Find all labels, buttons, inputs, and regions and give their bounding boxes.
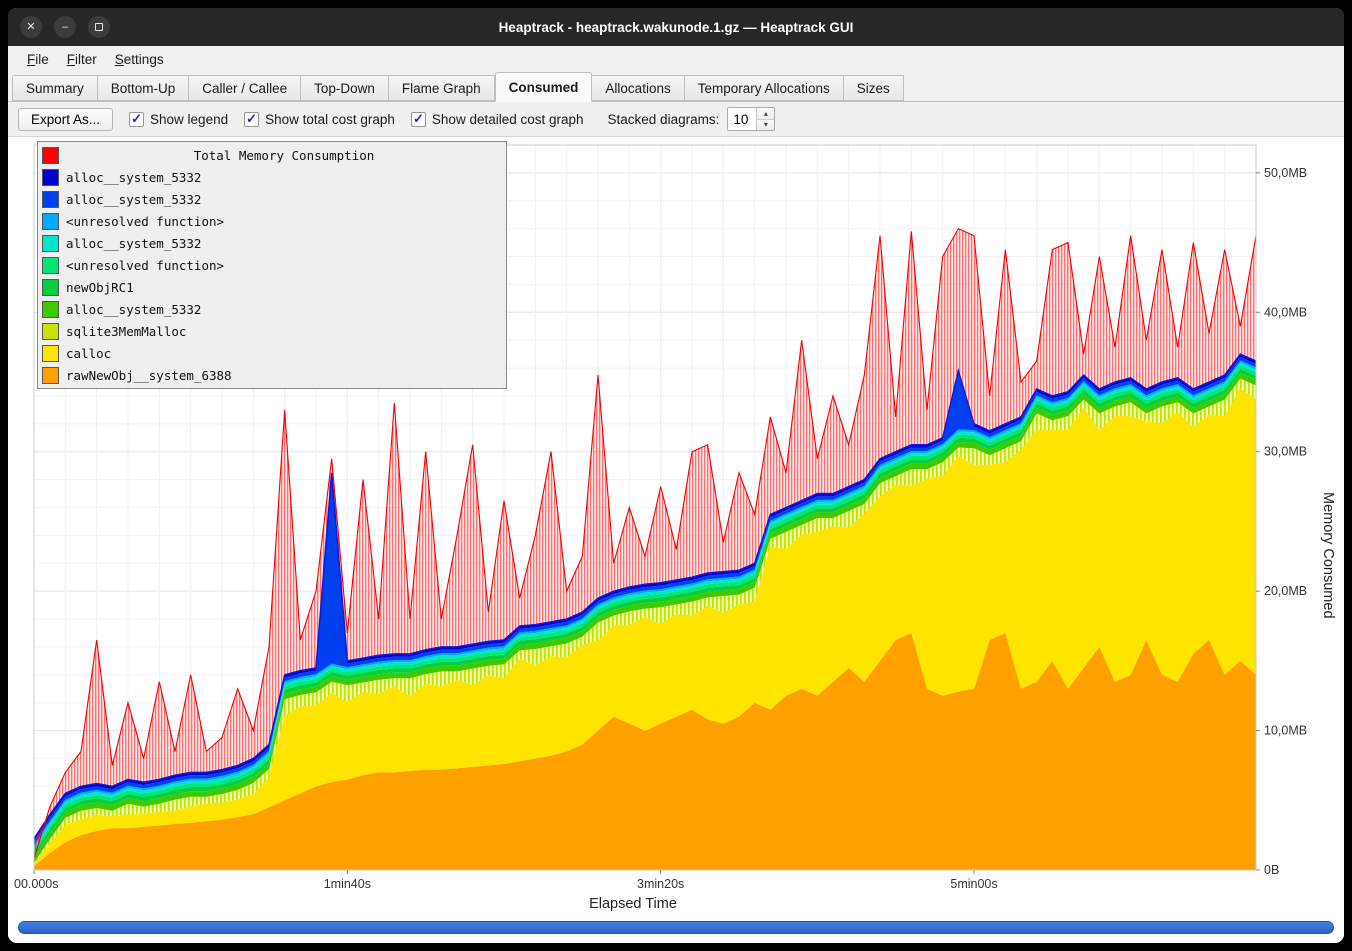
legend-swatch [42,278,59,296]
window-title: Heaptrack - heaptrack.wakunode.1.gz — He… [498,19,854,35]
tab-top-down[interactable]: Top-Down [301,75,389,101]
legend-item: rawNewObj__system_6388 [42,364,502,386]
spinner-buttons: ▴ ▾ [756,108,775,130]
close-button[interactable]: ✕ [20,16,42,38]
svg-text:40,0MB: 40,0MB [1264,305,1307,319]
window-controls: ✕ – [20,16,110,38]
svg-text:50,0MB: 50,0MB [1264,166,1307,180]
legend-label: <unresolved function> [66,257,225,273]
legend-label: alloc__system_5332 [66,235,202,251]
legend-label: alloc__system_5332 [66,301,202,317]
chart-range-scrollbar[interactable] [18,921,1334,934]
maximize-icon [95,23,103,31]
legend-label: newObjRC1 [66,279,134,295]
menu-file-mnemonic: F [27,51,36,67]
legend-item: alloc__system_5332 [42,166,502,188]
legend-swatch [42,234,59,252]
tab-flame-graph[interactable]: Flame Graph [388,75,495,101]
svg-text:00.000s: 00.000s [14,877,58,891]
legend-label: alloc__system_5332 [66,169,202,185]
menu-item-filter[interactable]: Filter [58,49,106,70]
export-as-button[interactable]: Export As... [18,107,114,131]
minimize-icon: – [61,20,69,33]
show-total-cost-checkbox[interactable]: ✓ Show total cost graph [244,111,395,127]
checkbox-icon: ✓ [129,111,145,127]
show-legend-checkbox[interactable]: ✓ Show legend [129,111,229,127]
legend-swatch [42,190,59,208]
legend-label: alloc__system_5332 [66,191,202,207]
svg-text:5min00s: 5min00s [950,877,997,891]
legend-item: Total Memory Consumption [42,144,502,166]
maximize-button[interactable] [88,16,110,38]
toolbar: Export As... ✓ Show legend ✓ Show total … [8,102,1344,137]
tab-summary[interactable]: Summary [12,75,98,101]
svg-text:0B: 0B [1264,863,1279,877]
minimize-button[interactable]: – [54,16,76,38]
memory-consumption-chart[interactable]: 00.000s 1min40s 3min20s 5min00s 0B 10,0MB 20,0… [8,137,1344,896]
legend-swatch [42,212,59,230]
legend-swatch [42,344,59,362]
tab-bottom-up[interactable]: Bottom-Up [97,75,190,101]
menu-file-rest: ile [35,51,49,67]
legend-label: sqlite3MemMalloc [66,323,187,339]
svg-text:1min40s: 1min40s [324,877,371,891]
show-legend-label: Show legend [150,111,229,127]
y-axis-title: Memory Consumed [1320,491,1336,619]
legend-label: <unresolved function> [66,213,225,229]
tab-consumed[interactable]: Consumed [494,72,593,102]
legend-swatch [42,322,59,340]
svg-text:10,0MB: 10,0MB [1264,724,1307,738]
tab-temporary-allocations[interactable]: Temporary Allocations [684,75,844,101]
legend-swatch [42,256,59,274]
legend-label: Total Memory Consumption [193,147,375,163]
menu-bar: File Filter Settings [8,46,1344,72]
menu-filter-mnemonic: F [66,51,76,67]
menu-settings-rest: ettings [123,51,164,67]
tab-bar: Summary Bottom-Up Caller / Callee Top-Do… [8,72,1344,102]
stacked-diagrams-input[interactable] [728,108,757,130]
menu-item-settings[interactable]: Settings [106,49,173,70]
menu-item-file[interactable]: File [18,49,58,70]
legend-item: newObjRC1 [42,276,502,298]
tab-sizes[interactable]: Sizes [843,75,904,101]
legend-label: calloc [66,345,112,361]
spinner-up-button[interactable]: ▴ [757,108,775,120]
legend-swatch [42,146,59,164]
svg-text:30,0MB: 30,0MB [1264,445,1307,459]
show-total-cost-label: Show total cost graph [265,111,395,127]
stacked-diagrams-spinner: ▴ ▾ [727,107,776,131]
chart-legend: Total Memory Consumption alloc__system_53… [37,141,507,389]
x-axis-title: Elapsed Time [589,896,677,912]
spinner-down-button[interactable]: ▾ [757,119,775,130]
checkbox-icon: ✓ [244,111,260,127]
stacked-diagrams-label: Stacked diagrams: [607,111,720,127]
chart-area: 00.000s 1min40s 3min20s 5min00s 0B 10,0MB 20,0… [8,137,1344,943]
legend-swatch [42,366,59,384]
legend-label: rawNewObj__system_6388 [66,367,232,383]
legend-item: alloc__system_5332 [42,188,502,210]
menu-settings-mnemonic: S [114,51,124,67]
close-icon: ✕ [26,20,36,33]
legend-item: calloc [42,342,502,364]
show-detailed-cost-checkbox[interactable]: ✓ Show detailed cost graph [410,111,584,127]
svg-text:3min20s: 3min20s [637,877,684,891]
legend-swatch [42,300,59,318]
legend-item: sqlite3MemMalloc [42,320,502,342]
legend-item: alloc__system_5332 [42,232,502,254]
title-bar: ✕ – Heaptrack - heaptrack.wakunode.1.gz … [8,8,1344,46]
legend-item: <unresolved function> [42,254,502,276]
legend-item: <unresolved function> [42,210,502,232]
tab-caller-callee[interactable]: Caller / Callee [189,75,302,101]
menu-filter-rest: ilter [75,51,97,67]
tab-allocations[interactable]: Allocations [592,75,685,101]
checkbox-icon: ✓ [410,111,426,127]
svg-text:20,0MB: 20,0MB [1264,584,1307,598]
show-detailed-cost-label: Show detailed cost graph [431,111,584,127]
legend-swatch [42,168,59,186]
heaptrack-window: ✕ – Heaptrack - heaptrack.wakunode.1.gz … [8,8,1344,943]
legend-item: alloc__system_5332 [42,298,502,320]
